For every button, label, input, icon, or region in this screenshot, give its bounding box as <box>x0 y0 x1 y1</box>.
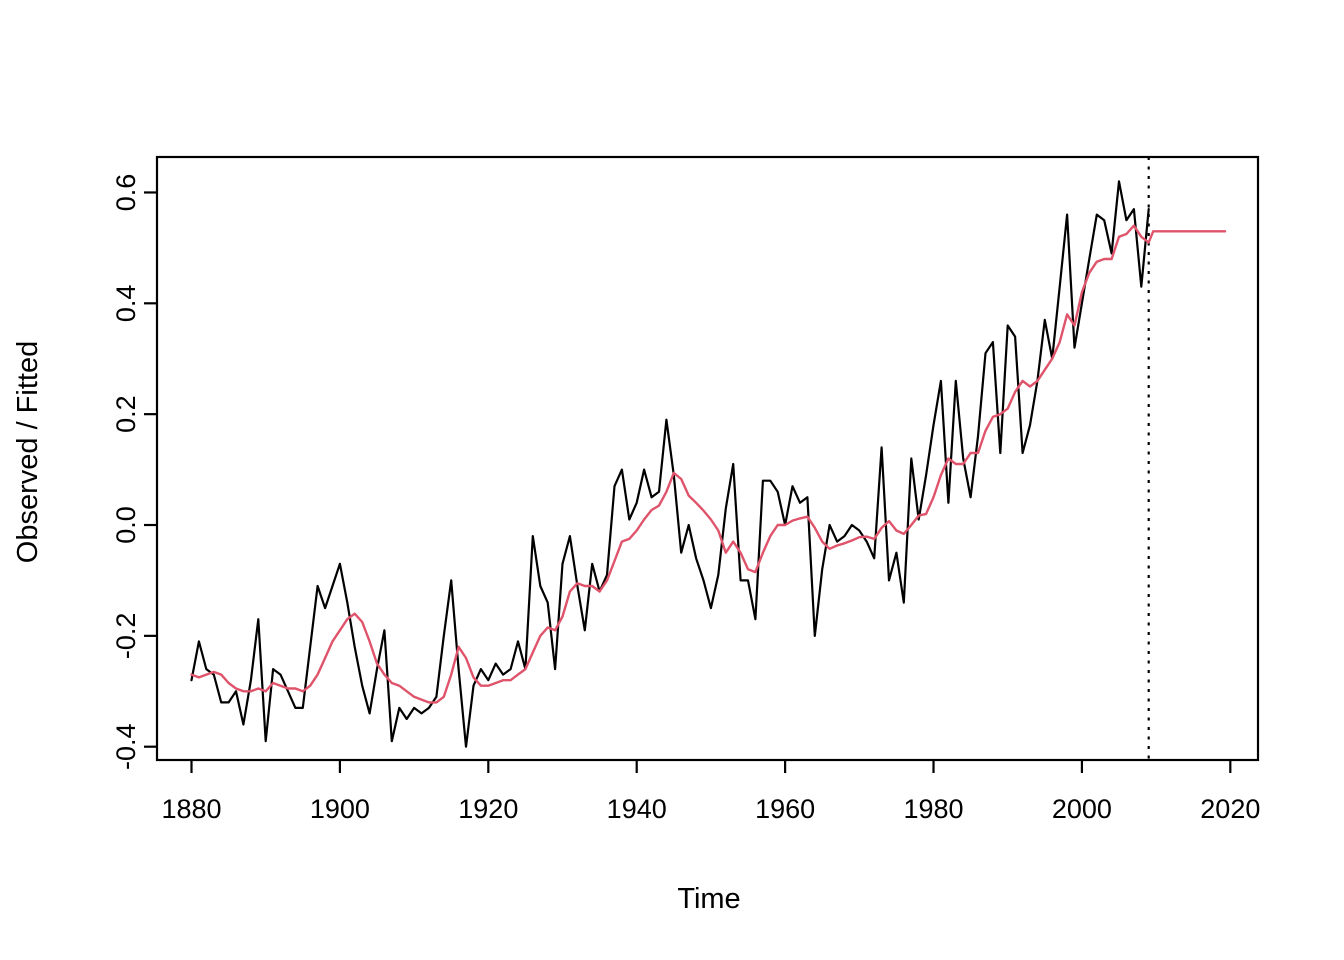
y-tick-label: 0.2 <box>111 395 141 433</box>
x-tick-label: 1880 <box>161 794 221 824</box>
y-tick-label: 0.6 <box>111 174 141 212</box>
forecast-line <box>1147 230 1227 244</box>
x-tick-label: 1900 <box>310 794 370 824</box>
plot-box <box>155 155 1260 762</box>
fitted-series-line <box>190 224 1150 704</box>
y-tick-label: -0.2 <box>111 613 141 660</box>
y-tick-label: -0.4 <box>111 723 141 770</box>
x-axis-title: Time <box>677 883 740 915</box>
x-tick-label: 2020 <box>1200 794 1260 824</box>
x-tick-label: 1940 <box>607 794 667 824</box>
x-tick-label: 1960 <box>755 794 815 824</box>
x-tick-label: 1980 <box>903 794 963 824</box>
x-axis: 1880 1900 1920 1940 1960 1980 2000 2020 <box>161 760 1260 824</box>
x-tick-label: 1920 <box>458 794 518 824</box>
observed-series-line <box>190 180 1150 748</box>
y-tick-label: 0.0 <box>111 506 141 544</box>
y-tick-label: 0.4 <box>111 285 141 323</box>
y-axis: -0.4 -0.2 0.0 0.2 0.4 0.6 <box>111 174 157 770</box>
x-tick-label: 2000 <box>1052 794 1112 824</box>
y-axis-title: Observed / Fitted <box>12 341 44 563</box>
